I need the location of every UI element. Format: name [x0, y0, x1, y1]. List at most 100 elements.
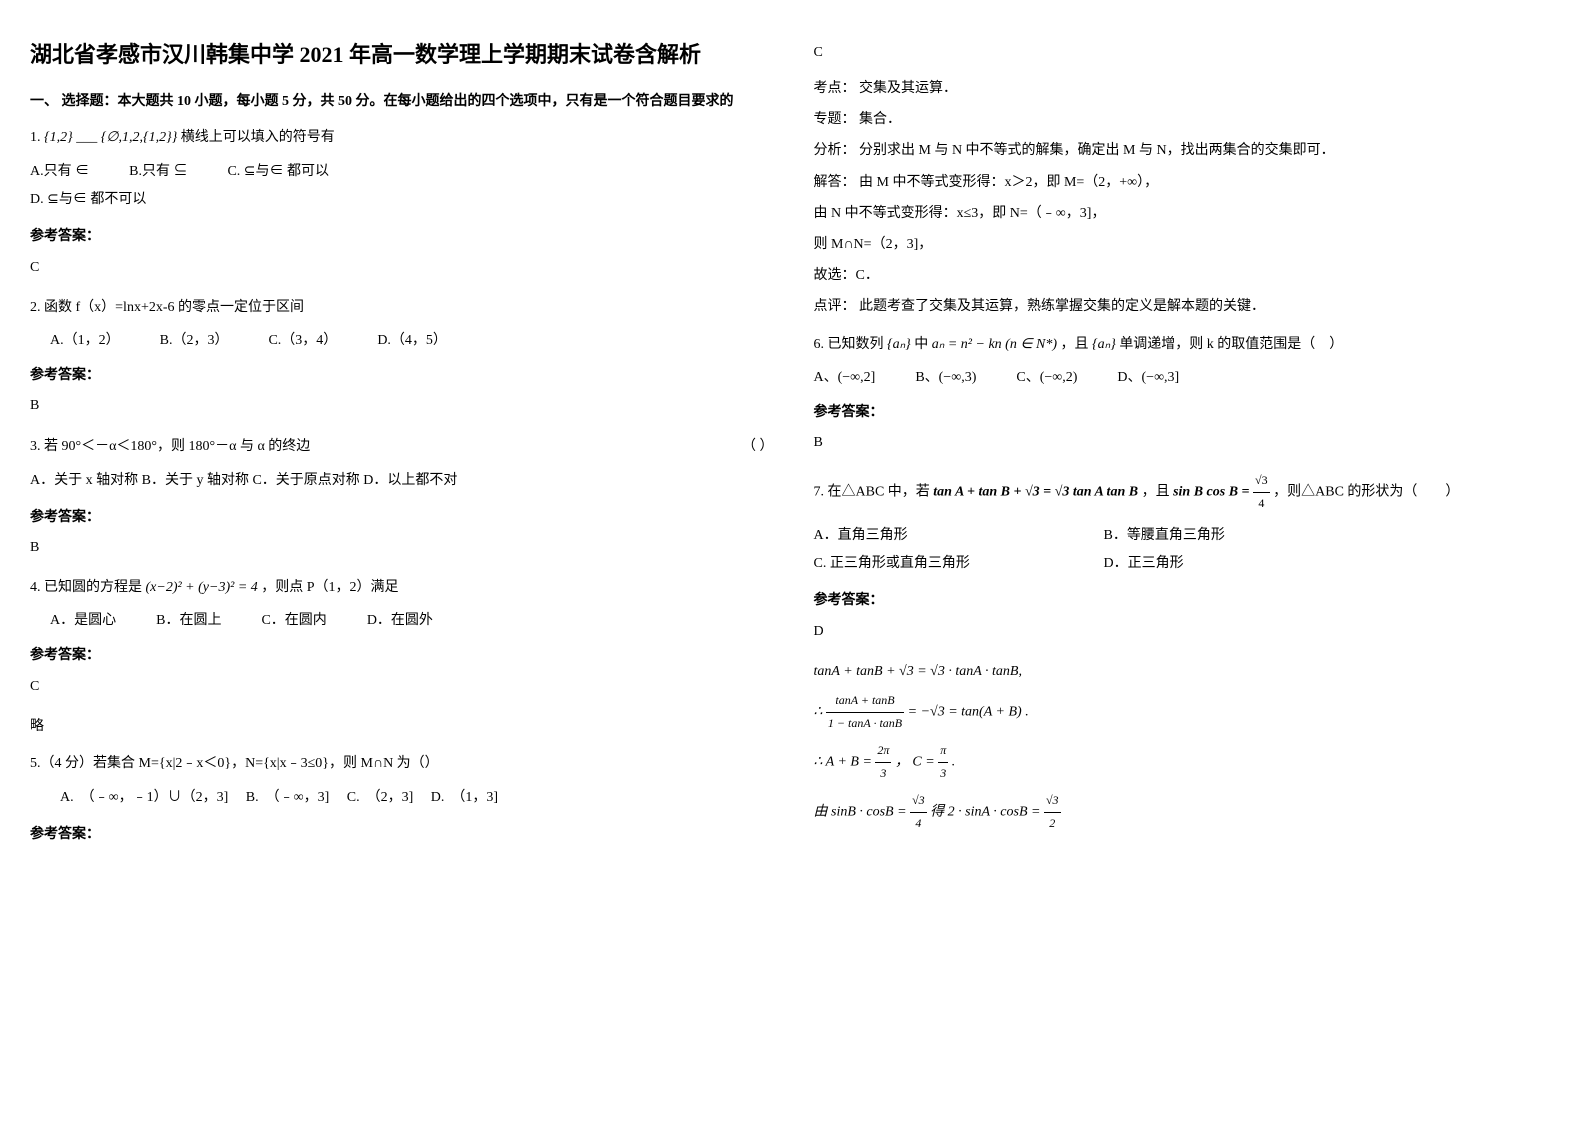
- q1-underline: ___: [76, 130, 97, 145]
- q7-work3-frac1: 2π 3: [875, 740, 891, 784]
- q4-text2: ，则点 P（1，2）满足: [261, 580, 398, 595]
- q7-work4-mid: 得: [930, 805, 948, 820]
- q6-option-c: C、(−∞,2): [1016, 365, 1077, 390]
- q2-option-a: A.（1，2）: [50, 328, 120, 353]
- q7-work2-prefix: ∴: [814, 704, 823, 719]
- q6-seq2: {aₙ}: [1092, 337, 1116, 352]
- q2-answer-label: 参考答案：: [30, 363, 774, 388]
- question-3: 3. 若 90°＜－α＜180°，则 180°－α 与 α 的终边 （ ） A．…: [30, 434, 774, 561]
- q6-seq1: {aₙ}: [887, 337, 911, 352]
- q1-set1: {1,2}: [44, 130, 73, 145]
- q5-answer-label: 参考答案：: [30, 822, 774, 847]
- q1-answer: C: [30, 255, 774, 280]
- q7-answer-label: 参考答案：: [814, 588, 1558, 613]
- question-2: 2. 函数 f（x）=lnx+2x-6 的零点一定位于区间 A.（1，2） B.…: [30, 295, 774, 419]
- q7-work3-frac2: π 3: [938, 740, 948, 784]
- q7-text3: ，则△ABC 的形状为（ ）: [1273, 485, 1459, 500]
- q5-option-c: C. （2，3]: [347, 790, 414, 805]
- q6-answer: B: [814, 430, 1558, 455]
- q7-work1: tanA + tanB + √3 = √3 · tanA · tanB,: [814, 659, 1558, 684]
- q7-work3-suffix: .: [952, 755, 956, 770]
- q5-kaodian-label: 考点：: [814, 81, 856, 96]
- q7-formula2-lhs: sin B cos B =: [1173, 485, 1249, 500]
- q5-dianping: 此题考查了交集及其运算，熟练掌握交集的定义是解本题的关键．: [859, 299, 1265, 314]
- q7-formula1: tan A + tan B + √3 = √3 tan A tan B: [933, 485, 1138, 500]
- q4-option-d: D．在圆外: [367, 608, 433, 633]
- q3-text: 3. 若 90°＜－α＜180°，则 180°－α 与 α 的终边: [30, 439, 310, 454]
- q7-text1: 7. 在△ABC 中，若: [814, 485, 934, 500]
- q7-work2-mid: = −√3 = tan(A + B): [908, 704, 1022, 719]
- q7-option-a: A．直角三角形: [814, 522, 1064, 550]
- q7-f2-num: √3: [1253, 470, 1270, 493]
- q7-w4-den1: 4: [910, 813, 927, 835]
- question-4: 4. 已知圆的方程是 (x−2)² + (y−3)² = 4 ，则点 P（1，2…: [30, 575, 774, 739]
- q7-w3-den1: 3: [875, 763, 891, 785]
- q3-options: A．关于 x 轴对称 B．关于 y 轴对称 C．关于原点对称 D．以上都不对: [30, 467, 774, 495]
- q1-option-b: B.只有 ⊆: [129, 158, 187, 186]
- q6-text2: 中: [914, 337, 932, 352]
- q6-option-d: D、(−∞,3]: [1117, 365, 1179, 390]
- q3-answer: B: [30, 535, 774, 560]
- q4-note: 略: [30, 714, 774, 739]
- q7-formula2-frac: √3 4: [1253, 470, 1270, 514]
- q4-option-c: C．在圆内: [261, 608, 326, 633]
- q4-formula: (x−2)² + (y−3)² = 4: [146, 580, 258, 595]
- q7-work4-lhs: sinB · cosB =: [831, 805, 910, 820]
- question-5: 5.（4 分）若集合 M={x|2﹣x＜0}，N={x|x﹣3≤0}，则 M∩N…: [30, 751, 774, 847]
- q6-answer-label: 参考答案：: [814, 400, 1558, 425]
- q5-kaodian: 交集及其运算．: [859, 81, 957, 96]
- q7-answer: D: [814, 619, 1558, 644]
- q5-option-a: A. （﹣∞，﹣1）∪（2，3]: [60, 790, 228, 805]
- q7-text2: ，且: [1142, 485, 1174, 500]
- q1-tail: 横线上可以填入的符号有: [181, 130, 335, 145]
- q5-jieda4: 故选：C．: [814, 263, 1558, 288]
- q7-option-d: D．正三角形: [1104, 550, 1184, 578]
- q7-work4-frac1: √3 4: [910, 790, 927, 834]
- q2-option-c: C.（3，4）: [268, 328, 337, 353]
- q3-answer-label: 参考答案：: [30, 505, 774, 530]
- q7-w2-num: tanA + tanB: [826, 690, 904, 713]
- q7-work4-frac2: √3 2: [1044, 790, 1061, 834]
- q4-answer-label: 参考答案：: [30, 643, 774, 668]
- q6-text3: ，且: [1061, 337, 1089, 352]
- q7-w2-den: 1 − tanA · tanB: [826, 713, 904, 735]
- section-1-header: 一、 选择题：本大题共 10 小题，每小题 5 分，共 50 分。在每小题给出的…: [30, 91, 774, 113]
- q5-jieda-label: 解答：: [814, 175, 856, 190]
- q7-option-c: C. 正三角形或直角三角形: [814, 550, 1064, 578]
- question-6: 6. 已知数列 {aₙ} 中 aₙ = n² − kn (n ∈ N*) ，且 …: [814, 332, 1558, 456]
- document-title: 湖北省孝感市汉川韩集中学 2021 年高一数学理上学期期末试卷含解析: [30, 40, 774, 71]
- q5-fenxi: 分别求出 M 与 N 中不等式的解集，确定出 M 与 N，找出两集合的交集即可．: [859, 143, 1335, 158]
- left-column: 湖北省孝感市汉川韩集中学 2021 年高一数学理上学期期末试卷含解析 一、 选择…: [30, 40, 774, 859]
- q7-w3-num1: 2π: [875, 740, 891, 763]
- q6-text4: 单调递增，则 k 的取值范围是（ ）: [1119, 337, 1343, 352]
- q5-jieda1: 由 M 中不等式变形得：x＞2，即 M=（2，+∞），: [859, 175, 1158, 190]
- q2-option-b: B.（2，3）: [160, 328, 229, 353]
- q1-number: 1.: [30, 130, 41, 145]
- q5-option-b: B. （﹣∞，3]: [246, 790, 329, 805]
- q1-set2: {∅,1,2,{1,2}}: [101, 130, 178, 145]
- q7-f2-den: 4: [1253, 493, 1270, 515]
- q3-paren: （ ）: [742, 434, 774, 459]
- q1-option-c: C. ⊆与∈ 都可以: [227, 158, 329, 186]
- q7-w4-num1: √3: [910, 790, 927, 813]
- q6-option-a: A、(−∞,2]: [814, 365, 876, 390]
- q4-answer: C: [30, 674, 774, 699]
- q5-fenxi-label: 分析：: [814, 143, 856, 158]
- q7-work2-frac: tanA + tanB 1 − tanA · tanB: [826, 690, 904, 734]
- q7-w4-den2: 2: [1044, 813, 1061, 835]
- q5-text: 5.（4 分）若集合 M={x|2﹣x＜0}，N={x|x﹣3≤0}，则 M∩N…: [30, 751, 774, 776]
- q4-option-a: A．是圆心: [50, 608, 116, 633]
- q7-work3-mid: ， C =: [895, 755, 938, 770]
- question-1: 1. {1,2} ___ {∅,1,2,{1,2}} 横线上可以填入的符号有 A…: [30, 125, 774, 280]
- q5-jieda2: 由 N 中不等式变形得：x≤3，即 N=（﹣∞，3]，: [814, 201, 1558, 226]
- q1-option-d: D. ⊆与∈ 都不可以: [30, 186, 146, 214]
- q6-formula: aₙ = n² − kn (n ∈ N*): [932, 337, 1057, 352]
- q4-text: 4. 已知圆的方程是: [30, 580, 142, 595]
- q7-option-b: B．等腰直角三角形: [1104, 522, 1225, 550]
- q7-work4-prefix: 由: [814, 805, 832, 820]
- q2-answer: B: [30, 393, 774, 418]
- q2-option-d: D.（4，5）: [377, 328, 447, 353]
- q2-text: 2. 函数 f（x）=lnx+2x-6 的零点一定位于区间: [30, 295, 774, 320]
- q7-work4-rhs: 2 · sinA · cosB =: [948, 805, 1044, 820]
- q7-work3-prefix: ∴: [814, 755, 823, 770]
